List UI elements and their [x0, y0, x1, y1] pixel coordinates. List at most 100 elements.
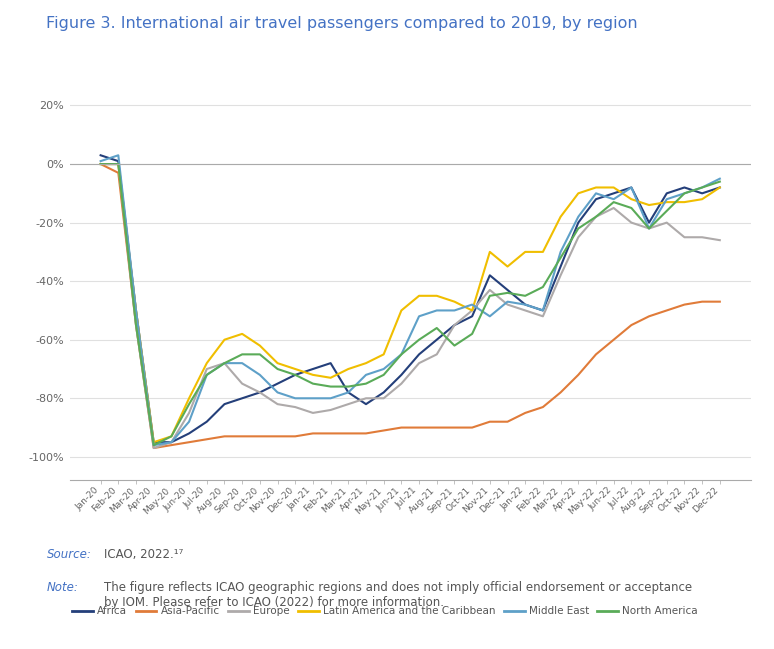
Middle East	[255, 371, 265, 379]
Middle East	[715, 175, 724, 182]
Africa	[166, 438, 176, 446]
North America	[521, 292, 530, 300]
Latin America and the Caribbean	[238, 330, 247, 337]
North America	[379, 371, 389, 379]
Latin America and the Caribbean	[697, 195, 707, 203]
Africa	[290, 371, 300, 379]
North America	[361, 380, 371, 387]
Asia-Pacific	[220, 432, 229, 440]
North America	[627, 204, 636, 212]
Africa	[627, 184, 636, 191]
North America	[574, 225, 583, 232]
Africa	[361, 400, 371, 408]
Middle East	[149, 441, 159, 449]
North America	[290, 371, 300, 379]
North America	[485, 292, 495, 300]
Europe	[627, 219, 636, 227]
Line: Middle East: Middle East	[101, 155, 720, 445]
Latin America and the Caribbean	[609, 184, 618, 191]
North America	[255, 350, 265, 358]
Middle East	[238, 360, 247, 367]
Asia-Pacific	[662, 306, 671, 314]
Europe	[238, 380, 247, 387]
Latin America and the Caribbean	[450, 298, 459, 306]
Europe	[273, 400, 283, 408]
Europe	[609, 204, 618, 212]
Europe	[397, 380, 406, 387]
Africa	[521, 300, 530, 308]
Latin America and the Caribbean	[574, 190, 583, 197]
North America	[432, 324, 441, 332]
Middle East	[680, 190, 689, 197]
Middle East	[662, 195, 671, 203]
North America	[308, 380, 317, 387]
North America	[202, 371, 211, 379]
Middle East	[273, 389, 283, 397]
Asia-Pacific	[290, 432, 300, 440]
Europe	[467, 306, 477, 314]
Line: Europe: Europe	[101, 164, 720, 448]
Asia-Pacific	[467, 424, 477, 432]
Europe	[202, 365, 211, 373]
Middle East	[467, 300, 477, 308]
Middle East	[521, 300, 530, 308]
Asia-Pacific	[114, 169, 123, 177]
Middle East	[326, 395, 335, 402]
Africa	[344, 389, 353, 397]
Middle East	[432, 306, 441, 314]
Asia-Pacific	[680, 300, 689, 308]
Asia-Pacific	[149, 444, 159, 452]
Latin America and the Caribbean	[308, 371, 317, 379]
Africa	[591, 195, 601, 203]
Middle East	[166, 438, 176, 446]
North America	[326, 383, 335, 391]
North America	[715, 178, 724, 186]
North America	[238, 350, 247, 358]
Africa	[149, 438, 159, 446]
Asia-Pacific	[591, 350, 601, 358]
Line: Latin America and the Caribbean: Latin America and the Caribbean	[101, 164, 720, 442]
Latin America and the Caribbean	[166, 432, 176, 440]
Middle East	[627, 184, 636, 191]
Middle East	[308, 395, 317, 402]
North America	[609, 198, 618, 206]
Latin America and the Caribbean	[344, 365, 353, 373]
Latin America and the Caribbean	[645, 201, 654, 209]
North America	[697, 184, 707, 191]
North America	[645, 225, 654, 232]
Asia-Pacific	[503, 418, 512, 426]
Europe	[538, 312, 547, 320]
Africa	[132, 306, 141, 314]
Latin America and the Caribbean	[220, 336, 229, 343]
Africa	[114, 157, 123, 165]
Asia-Pacific	[556, 389, 565, 397]
North America	[467, 330, 477, 337]
Africa	[379, 389, 389, 397]
North America	[344, 383, 353, 391]
Asia-Pacific	[273, 432, 283, 440]
Middle East	[591, 190, 601, 197]
Middle East	[609, 195, 618, 203]
Europe	[326, 406, 335, 414]
Europe	[591, 213, 601, 221]
Latin America and the Caribbean	[273, 360, 283, 367]
Latin America and the Caribbean	[114, 160, 123, 168]
Africa	[645, 219, 654, 227]
Europe	[645, 225, 654, 232]
Latin America and the Caribbean	[96, 160, 105, 168]
Middle East	[114, 151, 123, 159]
Europe	[344, 400, 353, 408]
Asia-Pacific	[379, 426, 389, 434]
Latin America and the Caribbean	[255, 341, 265, 349]
Latin America and the Caribbean	[662, 198, 671, 206]
Africa	[697, 190, 707, 197]
Latin America and the Caribbean	[627, 195, 636, 203]
Middle East	[697, 184, 707, 191]
Europe	[290, 403, 300, 411]
Line: Africa: Africa	[101, 155, 720, 442]
Asia-Pacific	[538, 403, 547, 411]
North America	[184, 400, 194, 408]
Middle East	[414, 312, 423, 320]
Legend: Africa, Asia-Pacific, Europe, Latin America and the Caribbean, Middle East, Nort: Africa, Asia-Pacific, Europe, Latin Amer…	[68, 602, 702, 620]
Africa	[485, 271, 495, 279]
